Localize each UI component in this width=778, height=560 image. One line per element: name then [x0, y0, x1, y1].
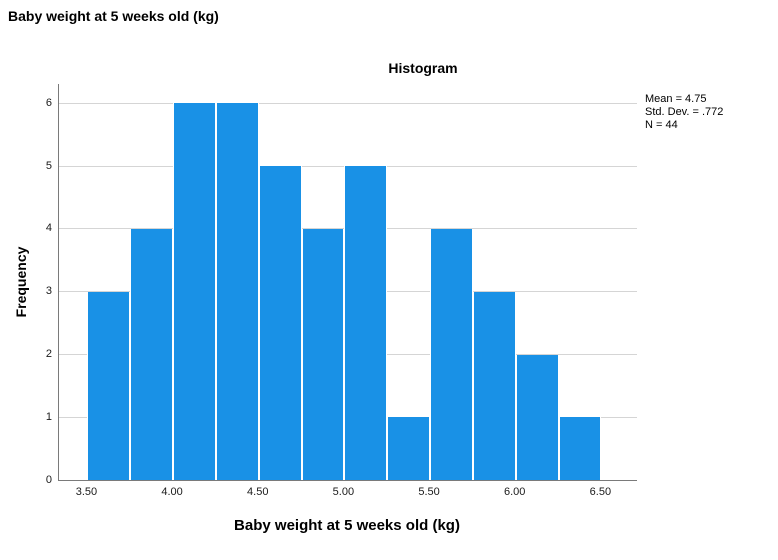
histogram-bar	[87, 291, 131, 480]
histogram-bar	[130, 228, 174, 480]
y-tick-label: 1	[45, 410, 52, 423]
y-tick-label: 3	[45, 285, 52, 298]
histogram-bar	[515, 354, 559, 480]
x-tick-label: 3.50	[75, 486, 98, 498]
h-gridline	[59, 102, 637, 104]
stat-n: N = 44	[645, 119, 678, 131]
x-tick-label: 5.00	[332, 486, 355, 498]
histogram-bar	[215, 103, 259, 480]
x-tick-label: 6.00	[503, 486, 526, 498]
histogram-bar	[301, 228, 345, 480]
x-tick-label: 4.50	[247, 486, 269, 498]
stats-annotation: Mean = 4.75 Std. Dev. = .772 N = 44	[645, 93, 723, 132]
stat-stddev: Std. Dev. = .772	[645, 106, 724, 118]
x-axis-label: Baby weight at 5 weeks old (kg)	[234, 517, 460, 534]
x-tick-label: 5.50	[418, 486, 440, 498]
y-tick-label: 5	[45, 159, 52, 172]
y-tick-label: 0	[45, 473, 52, 486]
histogram-bar	[558, 417, 602, 480]
histogram-bar	[258, 166, 302, 480]
histogram-bar	[344, 166, 388, 480]
output-item-title: Baby weight at 5 weeks old (kg)	[8, 8, 219, 24]
x-tick-label: 4.00	[161, 486, 183, 498]
histogram-bar	[387, 417, 431, 480]
x-tick-label: 6.50	[589, 486, 612, 498]
y-tick-label: 4	[45, 222, 52, 235]
plot-area	[58, 84, 637, 481]
chart-title: Histogram	[388, 60, 458, 76]
histogram-bar	[472, 291, 516, 480]
y-tick-label: 6	[45, 96, 52, 109]
y-tick-label: 2	[45, 347, 52, 360]
y-axis-label: Frequency	[13, 246, 29, 318]
stat-mean: Mean = 4.75	[645, 93, 707, 105]
histogram-bar	[430, 228, 473, 480]
histogram-bar	[173, 103, 216, 480]
